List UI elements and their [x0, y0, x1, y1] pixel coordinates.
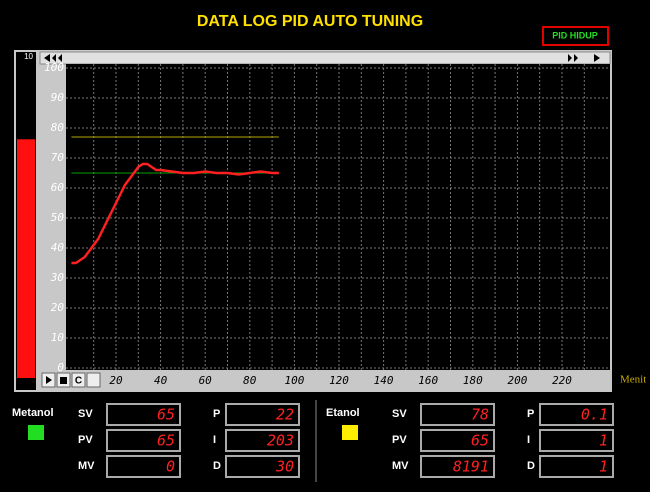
- x-tick-label: 40: [154, 374, 168, 387]
- field-box: [539, 455, 614, 478]
- field-box: [225, 455, 300, 478]
- field-label: PV: [392, 434, 407, 446]
- field-label: P: [527, 408, 534, 420]
- field-value: 8191: [453, 458, 489, 476]
- field-box: [106, 429, 181, 452]
- status: PID HIDUP: [552, 30, 598, 40]
- x-tick-label: 60: [199, 374, 213, 387]
- field-box: [106, 403, 181, 426]
- pv-line: [71, 162, 279, 265]
- y-tick-label: 60: [51, 181, 65, 194]
- clear-button[interactable]: [71, 372, 86, 388]
- y-tick-label: 100: [44, 61, 64, 74]
- panel-name: Metanol: [12, 407, 54, 419]
- x-tick-label: 80: [243, 374, 257, 387]
- field-box: [225, 429, 300, 452]
- panel-swatch: [28, 425, 44, 440]
- field-value: 22: [276, 406, 294, 424]
- stop-icon: [60, 377, 67, 384]
- y-tick-label: 80: [51, 121, 65, 134]
- field-box: [106, 455, 181, 478]
- field-value: 65: [157, 432, 175, 450]
- y-tick-label: 90: [51, 91, 65, 104]
- field-label: D: [213, 460, 221, 472]
- x-tick-label: 140: [374, 374, 394, 387]
- y-tick-label: 10: [51, 331, 65, 344]
- field-value: 78: [471, 406, 489, 424]
- field-value: 1: [599, 432, 608, 450]
- field-label: PV: [78, 434, 93, 446]
- x-tick-label: 180: [463, 374, 483, 387]
- field-label: I: [527, 434, 530, 446]
- level-bar: [17, 139, 35, 378]
- field-label: I: [213, 434, 216, 446]
- control-bar: [40, 372, 610, 390]
- field-label: MV: [78, 460, 95, 472]
- field-value: 65: [157, 406, 175, 424]
- x-tick-label: 20: [109, 374, 123, 387]
- field-box: [420, 455, 495, 478]
- title: DATA LOG PID AUTO TUNING: [197, 13, 423, 30]
- field-label: MV: [392, 460, 409, 472]
- field-value: 203: [267, 432, 294, 450]
- y-tick-label: 0: [57, 361, 64, 374]
- field-box: [539, 429, 614, 452]
- field-box: [420, 403, 495, 426]
- y-tick-label: 70: [51, 151, 65, 164]
- field-value: 1: [599, 458, 608, 476]
- scroll-right[interactable]: [568, 54, 600, 62]
- plot-area: [66, 64, 610, 370]
- scroll-left[interactable]: [44, 54, 62, 62]
- field-value: 0.1: [581, 406, 608, 424]
- field-label: P: [213, 408, 220, 420]
- x-axis-label: Menit: [620, 374, 646, 386]
- x-tick-label: 120: [329, 374, 349, 387]
- x-tick-label: 220: [552, 374, 572, 387]
- play-icon: [46, 376, 52, 384]
- field-label: SV: [78, 408, 93, 420]
- field-value: 30: [275, 458, 294, 476]
- field-box: [225, 403, 300, 426]
- x-tick-label: 160: [418, 374, 438, 387]
- field-box: [539, 403, 614, 426]
- panel-name: Etanol: [326, 407, 360, 419]
- x-tick-label: 100: [284, 374, 304, 387]
- clear-label: C: [75, 376, 82, 387]
- scrollbar[interactable]: [39, 51, 611, 65]
- y-tick-label: 50: [51, 211, 65, 224]
- status-box: [542, 26, 609, 46]
- field-label: D: [527, 460, 535, 472]
- y-tick-label: 40: [51, 241, 65, 254]
- level-bar-label: 10: [24, 52, 33, 61]
- y-tick-label: 30: [50, 271, 65, 284]
- x-tick-label: 200: [507, 374, 527, 387]
- y-tick-label: 20: [51, 301, 65, 314]
- field-label: SV: [392, 408, 407, 420]
- panel-swatch: [342, 425, 358, 440]
- field-value: 65: [471, 432, 489, 450]
- field-value: 0: [166, 458, 175, 476]
- zoom-button[interactable]: [86, 372, 101, 388]
- field-box: [420, 429, 495, 452]
